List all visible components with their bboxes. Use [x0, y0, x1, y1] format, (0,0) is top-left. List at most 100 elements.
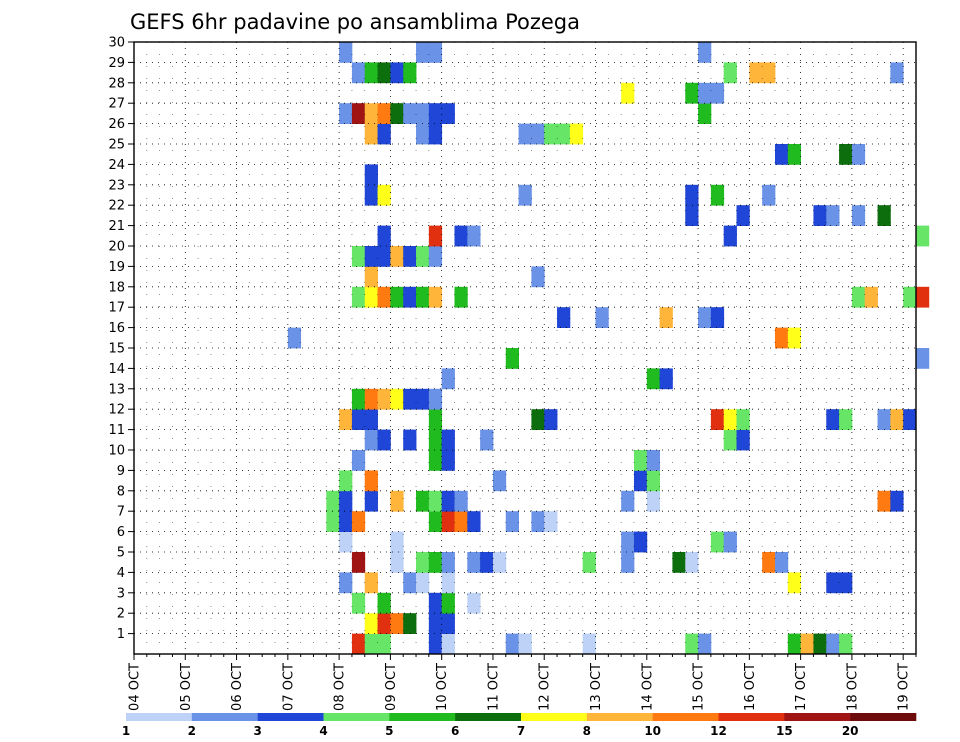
x-tick-label: 17 OCT [794, 663, 809, 711]
heatmap-cell [454, 225, 468, 247]
heatmap-cell [467, 225, 481, 247]
y-tick-label: 3 [117, 586, 125, 601]
heatmap-cell [287, 327, 302, 349]
heatmap-cell [787, 572, 802, 594]
colorbar-tick-label: 1 [122, 724, 130, 738]
heatmap-cell [531, 266, 545, 288]
heatmap-cell [685, 205, 699, 226]
x-tick-label: 11 OCT [486, 663, 501, 711]
heatmap-cell [557, 307, 571, 328]
heatmap-cell [377, 429, 391, 451]
heatmap-cell [851, 205, 866, 226]
heatmap-cell [351, 103, 366, 124]
x-tick-label: 05 OCT [179, 663, 194, 711]
heatmap-cell [428, 450, 443, 471]
heatmap-cell [826, 409, 840, 430]
heatmap-cell [505, 348, 519, 369]
heatmap-cell [416, 246, 430, 267]
heatmap-cell [364, 633, 378, 655]
heatmap-cell [736, 409, 750, 430]
heatmap-cell [839, 409, 853, 430]
heatmap-cell [813, 205, 827, 226]
heatmap-cell [390, 103, 404, 124]
heatmap-cell [877, 490, 891, 512]
heatmap-cell [839, 572, 853, 594]
heatmap-cell [416, 388, 430, 410]
heatmap-cell [441, 490, 455, 512]
heatmap-cell [723, 225, 737, 247]
heatmap-cell [851, 144, 866, 165]
x-tick-label: 12 OCT [538, 663, 553, 711]
heatmap-cell [441, 429, 455, 451]
heatmap-cell [890, 62, 904, 84]
x-tick-label: 07 OCT [281, 663, 296, 711]
heatmap-cell [428, 429, 443, 451]
y-tick-label: 16 [108, 321, 125, 336]
heatmap-cell [659, 368, 673, 390]
heatmap-cell [428, 633, 443, 655]
heatmap-cell [403, 572, 417, 594]
heatmap-cell [364, 286, 378, 308]
colorbar-tick-label: 20 [842, 724, 859, 738]
heatmap-cell [377, 225, 391, 247]
colorbar-tick-label: 10 [644, 724, 661, 738]
heatmap-cell [467, 592, 481, 614]
colorbar-tick-label: 12 [710, 724, 727, 738]
y-tick-label: 11 [108, 423, 125, 438]
heatmap-cell [377, 62, 391, 84]
heatmap-cell [787, 327, 802, 349]
heatmap-cell [518, 184, 532, 206]
heatmap-cell [416, 490, 430, 512]
heatmap-cell [633, 450, 648, 471]
y-axis: 1234567891011121314151617181920212223242… [108, 36, 134, 642]
heatmap-cell [492, 552, 507, 573]
heatmap-cell [351, 286, 366, 308]
chart-title: GEFS 6hr padavine po ansamblima Pozega [130, 10, 580, 34]
heatmap-cell [826, 633, 840, 655]
heatmap-cell [364, 470, 378, 492]
heatmap-cell [403, 286, 417, 308]
heatmap-cell [364, 409, 378, 430]
heatmap-cell [339, 409, 353, 430]
heatmap-cell [339, 511, 353, 532]
x-tick-label: 18 OCT [845, 663, 860, 711]
heatmap-cell [351, 633, 366, 655]
y-tick-label: 8 [117, 484, 125, 499]
heatmap-cell [441, 633, 455, 655]
heatmap-cell [428, 225, 443, 247]
heatmap-cell [839, 633, 853, 655]
heatmap-cell [646, 490, 661, 512]
y-tick-label: 9 [117, 464, 125, 479]
heatmap-cell [403, 613, 417, 634]
y-tick-label: 4 [117, 566, 125, 581]
heatmap-cell [428, 123, 443, 145]
heatmap-cell [774, 552, 789, 573]
heatmap-cell [364, 429, 378, 451]
colorbar-swatch [389, 713, 456, 721]
heatmap-cell [428, 246, 443, 267]
y-tick-label: 2 [117, 607, 125, 622]
x-tick-label: 16 OCT [743, 663, 758, 711]
heatmap-cell [710, 409, 725, 430]
colorbar-swatch [323, 713, 390, 721]
heatmap-cell [685, 184, 699, 206]
heatmap-cell [351, 409, 366, 430]
heatmap-cell [377, 246, 391, 267]
heatmap-cell [544, 409, 558, 430]
heatmap-cell [416, 552, 430, 573]
x-tick-label: 04 OCT [128, 663, 143, 711]
heatmap-cell [454, 511, 468, 532]
heatmap-cell [633, 531, 648, 553]
heatmap-cell [723, 409, 737, 430]
heatmap-cell [428, 42, 443, 63]
heatmap-cell [428, 388, 443, 410]
heatmap-cell [441, 511, 455, 532]
colorbar-tick-label: 2 [188, 724, 196, 738]
colorbar-swatch [586, 713, 653, 721]
heatmap-cell [877, 409, 891, 430]
heatmap-cell [390, 490, 404, 512]
heatmap-cell [390, 286, 404, 308]
heatmap-cell [723, 429, 737, 451]
heatmap-cell [646, 470, 661, 492]
